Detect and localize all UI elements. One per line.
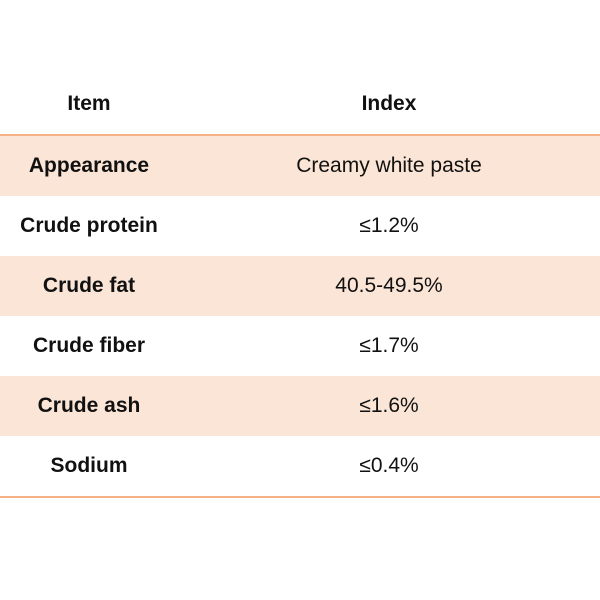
table-row: Crude protein ≤1.2% — [0, 196, 600, 256]
index-cell: ≤1.2% — [359, 214, 419, 237]
specification-table: Item Index Appearance Creamy white paste… — [0, 74, 600, 498]
index-cell: ≤1.6% — [178, 376, 600, 436]
index-cell: 40.5-49.5% — [178, 256, 600, 316]
item-cell: Sodium — [0, 436, 178, 498]
column-header-item: Item — [0, 74, 178, 136]
table-body: Appearance Creamy white paste Crude prot… — [0, 135, 600, 498]
table-row: Appearance Creamy white paste — [0, 135, 600, 196]
header-row: Item Index — [0, 74, 600, 136]
table-row: Crude ash ≤1.6% — [0, 376, 600, 436]
item-cell: Appearance — [0, 135, 178, 196]
item-cell: Crude protein — [20, 214, 158, 237]
index-cell: Creamy white paste — [178, 135, 600, 196]
index-cell: ≤1.7% — [359, 334, 419, 357]
table-header: Item Index — [0, 74, 600, 136]
column-header-index: Index — [178, 74, 600, 136]
index-cell: ≤0.4% — [178, 436, 600, 498]
item-cell: Crude fat — [0, 256, 178, 316]
table-row: Crude fiber ≤1.7% — [0, 316, 600, 376]
table-row: Sodium ≤0.4% — [0, 436, 600, 498]
item-cell: Crude fiber — [32, 334, 145, 357]
item-cell: Crude ash — [0, 376, 178, 436]
table-row: Crude fat 40.5-49.5% — [0, 256, 600, 316]
